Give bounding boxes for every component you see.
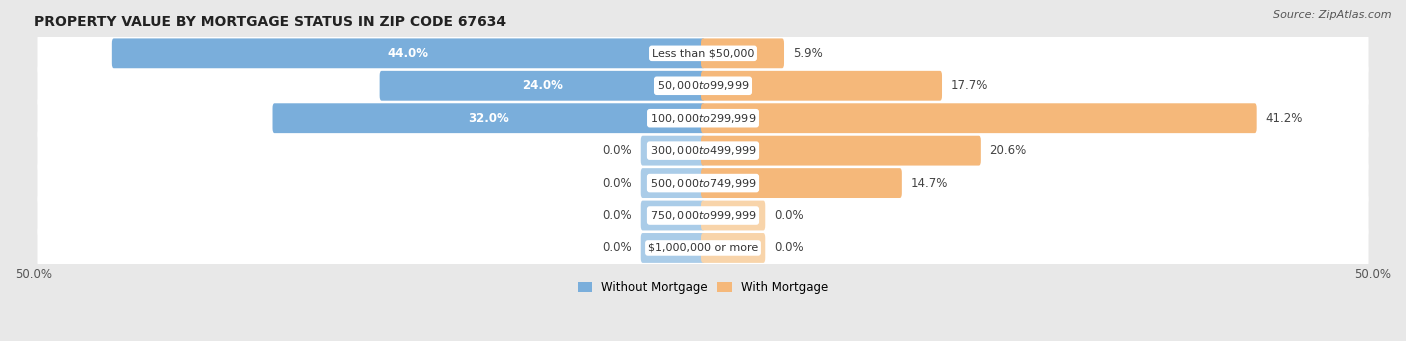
- Text: $750,000 to $999,999: $750,000 to $999,999: [650, 209, 756, 222]
- FancyBboxPatch shape: [641, 136, 704, 166]
- FancyBboxPatch shape: [38, 126, 1368, 175]
- Text: 0.0%: 0.0%: [773, 209, 804, 222]
- Text: Source: ZipAtlas.com: Source: ZipAtlas.com: [1274, 10, 1392, 20]
- Text: $1,000,000 or more: $1,000,000 or more: [648, 243, 758, 253]
- Text: 32.0%: 32.0%: [468, 112, 509, 125]
- FancyBboxPatch shape: [38, 223, 1368, 272]
- Legend: Without Mortgage, With Mortgage: Without Mortgage, With Mortgage: [574, 277, 832, 299]
- Text: Less than $50,000: Less than $50,000: [652, 48, 754, 58]
- FancyBboxPatch shape: [38, 159, 1368, 208]
- FancyBboxPatch shape: [38, 191, 1368, 240]
- FancyBboxPatch shape: [702, 103, 1257, 133]
- FancyBboxPatch shape: [38, 93, 1368, 143]
- Text: 14.7%: 14.7%: [911, 177, 948, 190]
- Text: $50,000 to $99,999: $50,000 to $99,999: [657, 79, 749, 92]
- Text: 0.0%: 0.0%: [602, 241, 633, 254]
- FancyBboxPatch shape: [380, 71, 704, 101]
- FancyBboxPatch shape: [702, 71, 942, 101]
- Text: 17.7%: 17.7%: [950, 79, 988, 92]
- FancyBboxPatch shape: [702, 168, 901, 198]
- FancyBboxPatch shape: [641, 233, 704, 263]
- FancyBboxPatch shape: [112, 39, 704, 68]
- FancyBboxPatch shape: [641, 201, 704, 231]
- Text: 0.0%: 0.0%: [602, 144, 633, 157]
- Text: 41.2%: 41.2%: [1265, 112, 1303, 125]
- Text: 44.0%: 44.0%: [388, 47, 429, 60]
- FancyBboxPatch shape: [38, 29, 1368, 78]
- Text: 24.0%: 24.0%: [522, 79, 562, 92]
- Text: 0.0%: 0.0%: [773, 241, 804, 254]
- Text: 5.9%: 5.9%: [793, 47, 823, 60]
- FancyBboxPatch shape: [702, 233, 765, 263]
- FancyBboxPatch shape: [273, 103, 704, 133]
- Text: PROPERTY VALUE BY MORTGAGE STATUS IN ZIP CODE 67634: PROPERTY VALUE BY MORTGAGE STATUS IN ZIP…: [34, 15, 506, 29]
- Text: $500,000 to $749,999: $500,000 to $749,999: [650, 177, 756, 190]
- FancyBboxPatch shape: [702, 39, 785, 68]
- FancyBboxPatch shape: [702, 201, 765, 231]
- Text: 0.0%: 0.0%: [602, 209, 633, 222]
- FancyBboxPatch shape: [38, 61, 1368, 110]
- Text: $300,000 to $499,999: $300,000 to $499,999: [650, 144, 756, 157]
- Text: $100,000 to $299,999: $100,000 to $299,999: [650, 112, 756, 125]
- FancyBboxPatch shape: [641, 168, 704, 198]
- Text: 0.0%: 0.0%: [602, 177, 633, 190]
- Text: 20.6%: 20.6%: [990, 144, 1026, 157]
- FancyBboxPatch shape: [702, 136, 981, 166]
